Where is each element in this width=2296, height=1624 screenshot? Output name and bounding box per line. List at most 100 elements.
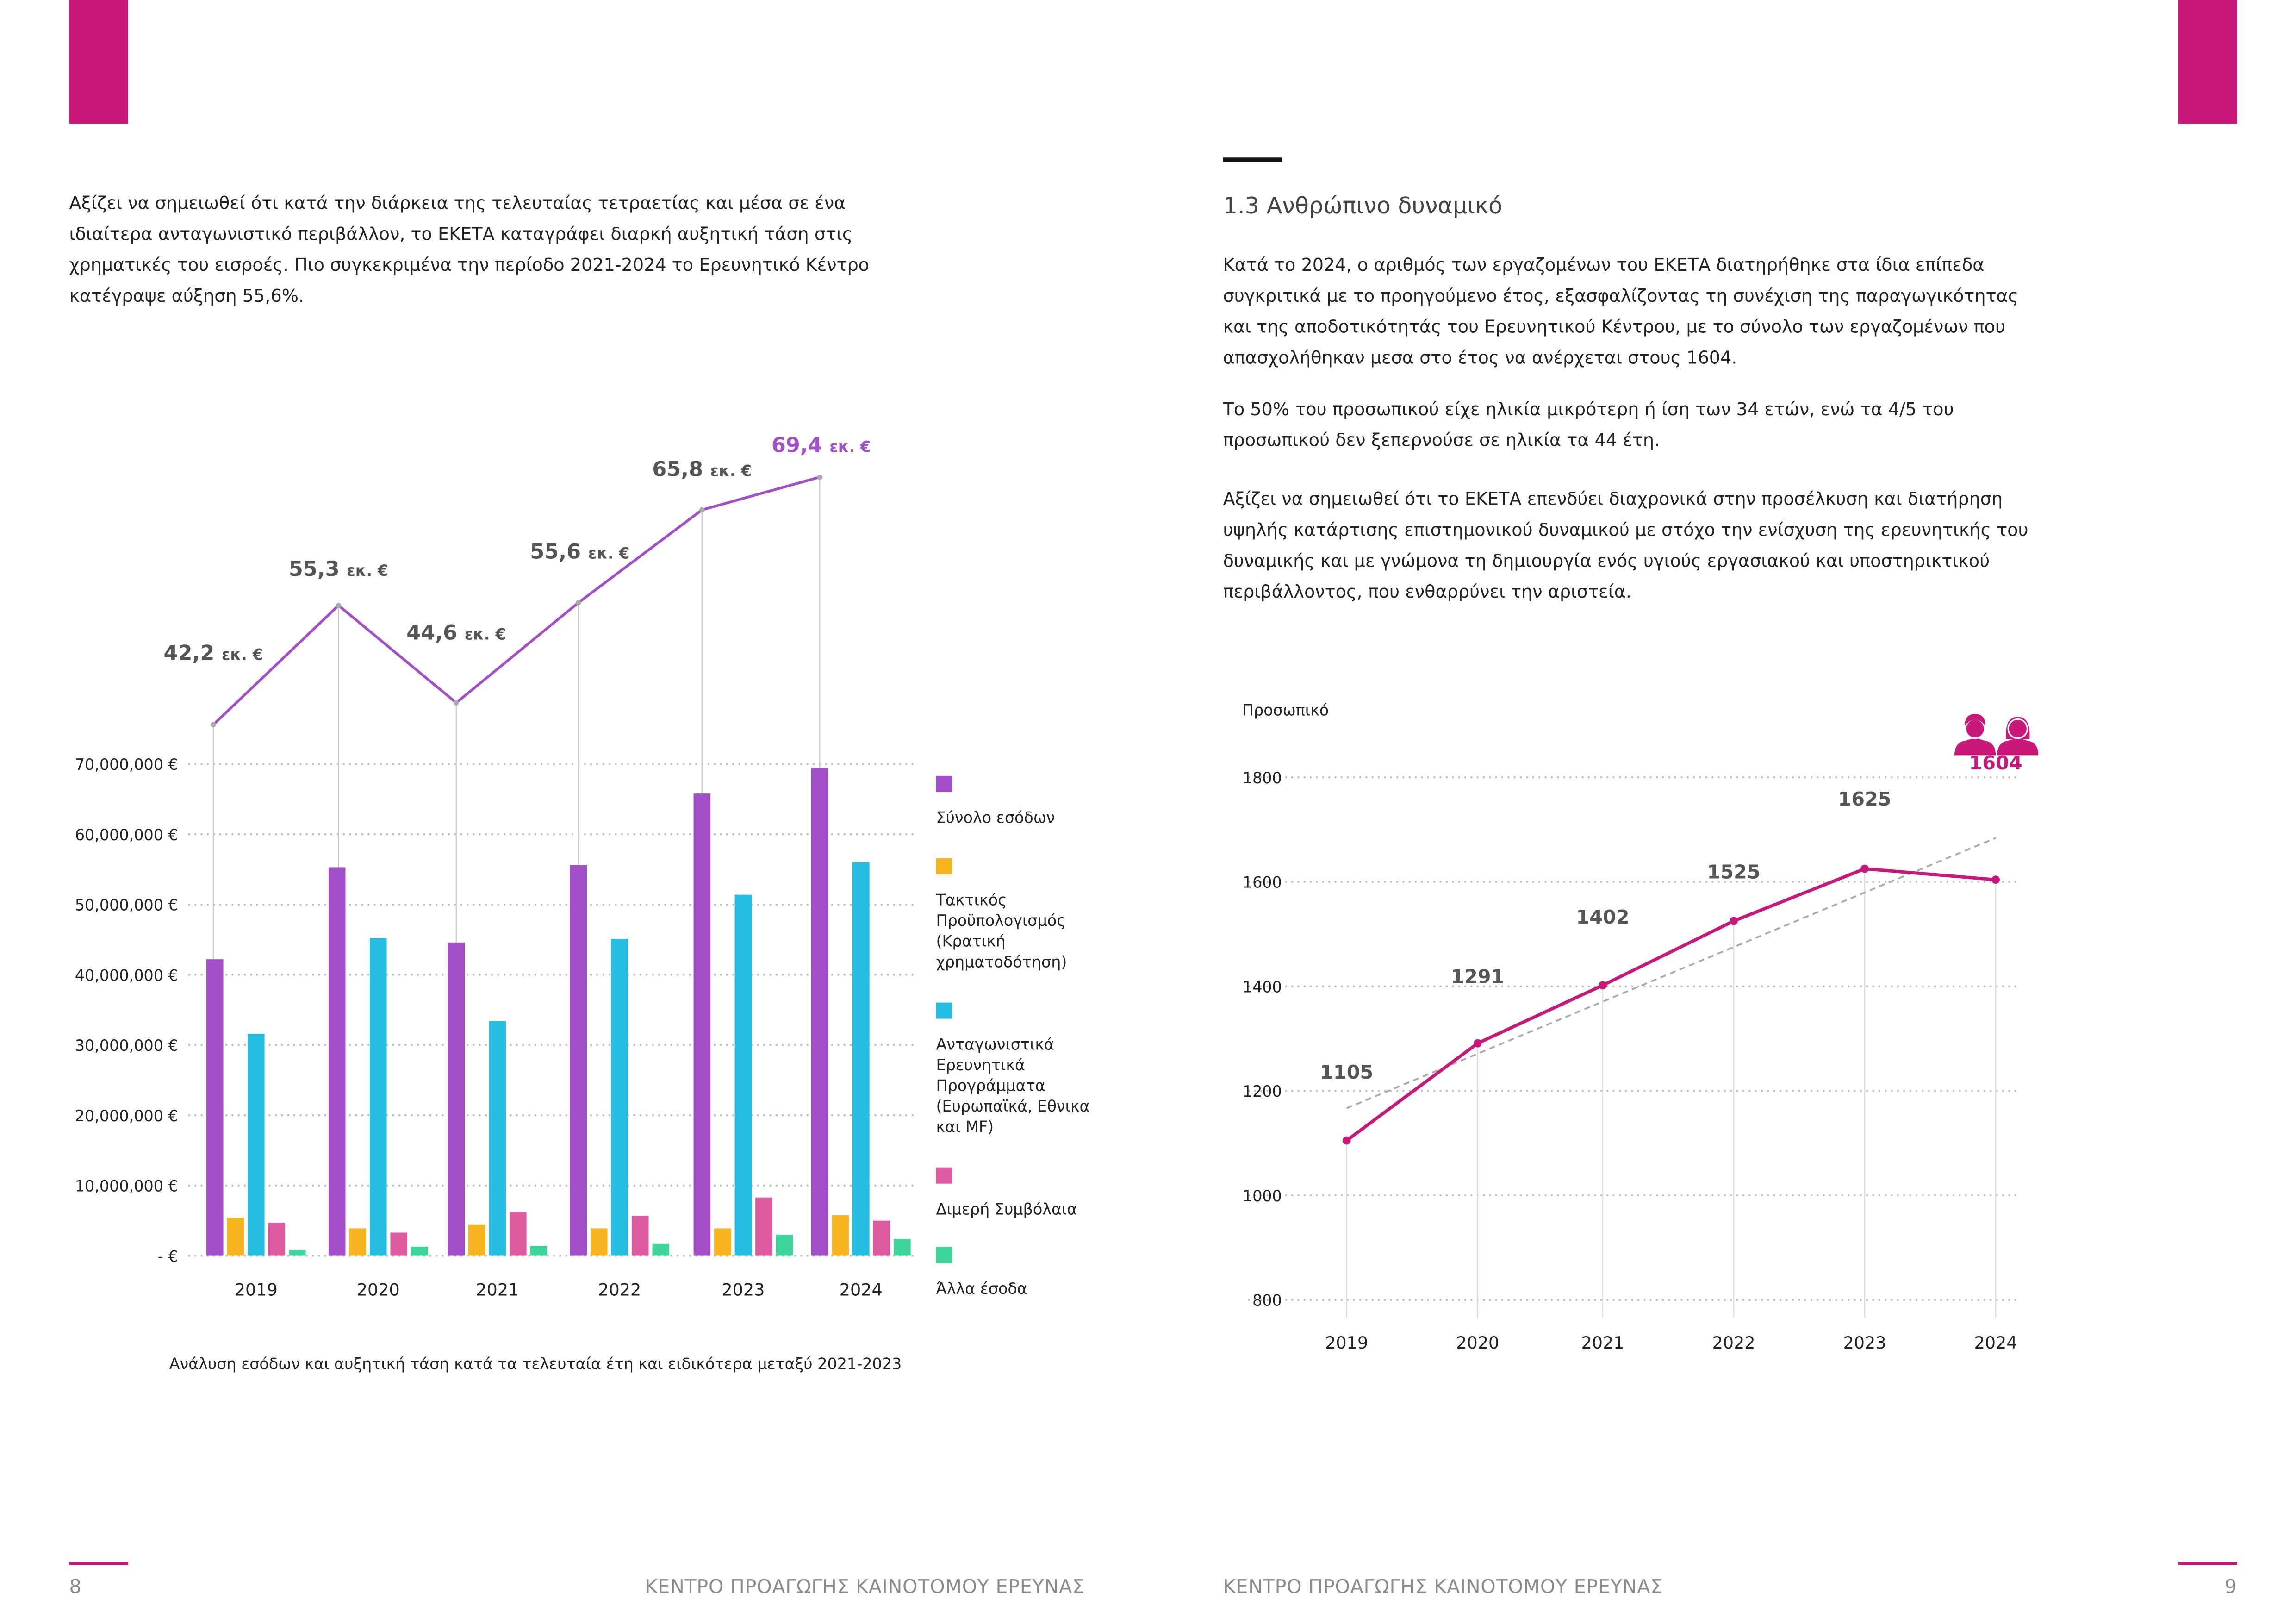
bar-2023-5 [776,1235,793,1256]
staff-point [1473,1039,1482,1048]
male-user-icon [1954,714,1996,756]
footer-rule-left [69,1562,128,1565]
staff-line [1345,867,1996,1142]
y-tick-label: 1600 [1243,874,1282,892]
legend-label: Σύνολο εσόδων [936,810,1055,828]
bar-2023-3 [734,894,752,1256]
total-trend-line [212,475,821,726]
staff-value-label: 1105 [1320,1061,1373,1083]
bar-2022-2 [590,1228,608,1256]
legend-item: Τακτικός Προϋπολογισμός (Κρατική χρηματο… [936,858,1098,973]
y-tick-label: 800 [1252,1292,1282,1310]
bar-2020-4 [390,1232,408,1256]
bar-2020-2 [349,1228,367,1256]
paragraph: Το 50% του προσωπικού είχε ηλικία μικρότ… [1223,399,1954,451]
bar-2022-3 [611,939,628,1256]
bar-2024-1 [811,768,828,1256]
legend-item: Διμερή Συμβόλαια [936,1167,1098,1220]
y-tick-label: - € [158,1247,178,1265]
icon-head [2007,718,2028,739]
bar-2020-5 [411,1246,428,1256]
y-tick-label: 1800 [1243,769,1282,787]
x-tick-label: 2021 [1581,1333,1624,1353]
footer-rule-right [2178,1562,2237,1565]
page-marker-right [2178,0,2237,124]
legend-label: Τακτικός Προϋπολογισμός (Κρατική χρηματο… [936,892,1067,972]
x-tick-label: 2019 [1325,1333,1368,1353]
legend-swatch [936,775,952,792]
bar-2019-5 [289,1250,306,1256]
page-marker-left [69,0,128,124]
bar-2024-2 [832,1215,849,1256]
y-tick-label: 1200 [1243,1082,1282,1100]
x-tick-label: 2024 [1974,1333,2017,1353]
revenue-legend: Σύνολο εσόδων Τακτικός Προϋπολογισμός (Κρ… [936,775,1098,1300]
intro-paragraph: Αξίζει να σημειωθεί ότι κατά την διάρκει… [69,193,870,306]
legend-label: Διμερή Συμβόλαια [936,1201,1077,1219]
trend-point [576,600,581,606]
bar-2023-1 [693,793,711,1256]
trend-point [211,722,216,727]
y-tick-label: 50,000,000 € [75,896,178,914]
bar-2023-2 [714,1228,731,1256]
bar-2023-4 [755,1197,772,1256]
bar-2020-3 [369,938,387,1256]
bar-2021-2 [468,1224,485,1256]
staff-value-label: 1291 [1451,965,1504,987]
y-tick-label: 10,000,000 € [75,1177,178,1195]
page-number-right: 9 [2224,1576,2237,1599]
bar-2021-3 [489,1021,506,1256]
trend-value-label: 55,3 εκ. € [289,557,388,581]
y-tick-label: 60,000,000 € [75,826,178,844]
icon-hair [1965,714,1985,726]
staff-value-label: 1402 [1576,906,1630,928]
staff-point [1730,917,1738,925]
icon-body [1997,737,2039,756]
y-tick-label: 1400 [1243,978,1282,996]
bar-2024-4 [873,1220,890,1256]
bar-2022-5 [652,1243,670,1256]
x-tick-label: 2019 [235,1280,278,1299]
x-tick-label: 2023 [1843,1333,1886,1353]
y-tick-label: 20,000,000 € [75,1107,178,1125]
legend-swatch [936,1247,952,1263]
legend-item: Άλλα έσοδα [936,1247,1098,1299]
bar-2021-1 [448,942,465,1256]
staff-chart: Προσωπικό 800 1000 1200 1400 1600 1800 2019 2020… [1242,701,2039,1353]
bar-2019-2 [227,1218,244,1256]
staff-point [1860,864,1869,873]
staff-value-label: 1625 [1838,788,1892,810]
trend-point [817,474,822,480]
trend-value-label: 65,8 εκ. € [652,457,752,481]
bar-2019-4 [268,1223,286,1256]
section-heading: 1.3 Ανθρώπινο δυναμικό [1223,193,1503,219]
bar-2021-5 [530,1246,548,1256]
staff-value-label: 1604 [1969,752,2022,774]
y-tick-label: 1000 [1243,1187,1282,1205]
trend-value-label: 55,6 εκ. € [530,540,629,563]
bar-2024-3 [852,862,870,1256]
revenue-chart: - € 10,000,000 € 20,000,000 € 30,000,000 € 4… [75,434,915,1299]
trend-line [1346,837,1996,1109]
y-tick-label: 40,000,000 € [75,966,178,984]
y-tick-label: 70,000,000 € [75,756,178,774]
chart-caption: Ανάλυση εσόδων και αυξητική τάση κατά τα… [169,1355,902,1374]
y-axis-label: Προσωπικό [1242,701,1329,719]
x-tick-label: 2020 [357,1280,400,1299]
section-text: Κατά το 2024, ο αριθμός των εργαζομένων … [1223,250,2033,629]
staff-point [1599,981,1607,990]
bar-2020-1 [328,867,346,1256]
staff-value-label: 1525 [1707,861,1761,883]
bar-2022-4 [632,1216,649,1256]
bar-2021-4 [510,1212,527,1256]
bar-2022-1 [570,865,587,1256]
legend-swatch [936,858,952,874]
x-tick-label: 2023 [722,1280,765,1299]
icon-body [1954,737,1996,756]
paragraph: Κατά το 2024, ο αριθμός των εργαζομένων … [1223,255,2019,368]
x-tick-label: 2022 [598,1280,641,1299]
footer-title-left: ΚΕΝΤΡΟ ΠΡΟΑΓΩΓΗΣ ΚΑΙΝΟΤΟΜΟΥ ΕΡΕΥΝΑΣ [645,1576,1085,1599]
trend-value-label: 44,6 εκ. € [406,621,506,644]
bar-2019-3 [248,1034,265,1256]
bar-2024-5 [894,1239,911,1256]
